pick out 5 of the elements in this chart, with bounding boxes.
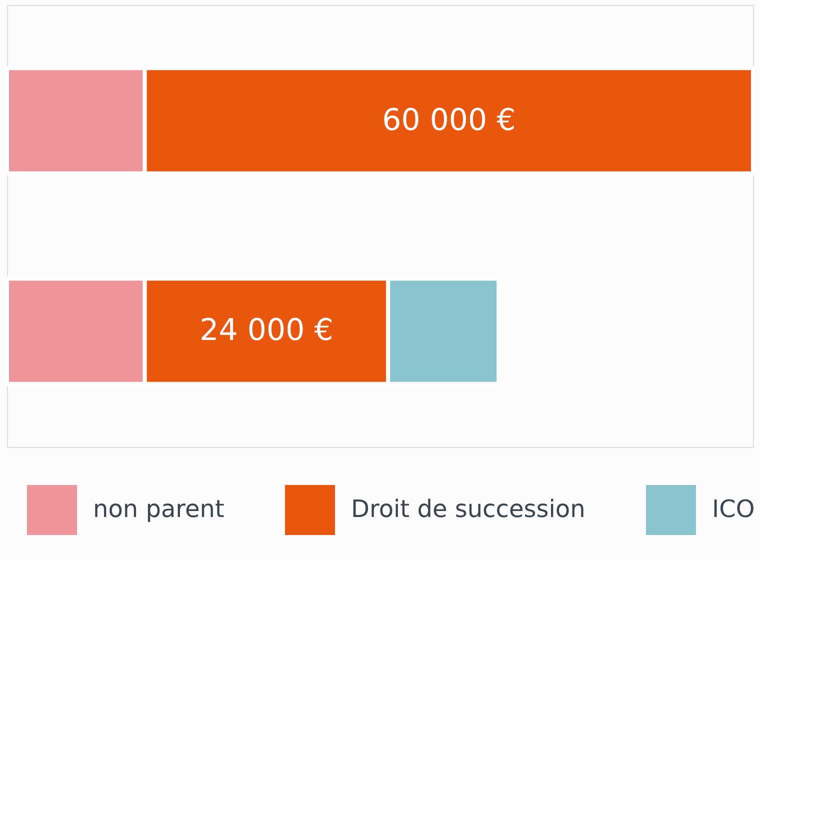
data-label: 24 000 € [200,313,334,348]
data-label: 60 000 € [382,102,516,138]
legend-label: non parent [93,495,224,523]
legend-label: ICO [712,495,755,523]
legend-label: Droit de succession [351,495,586,523]
